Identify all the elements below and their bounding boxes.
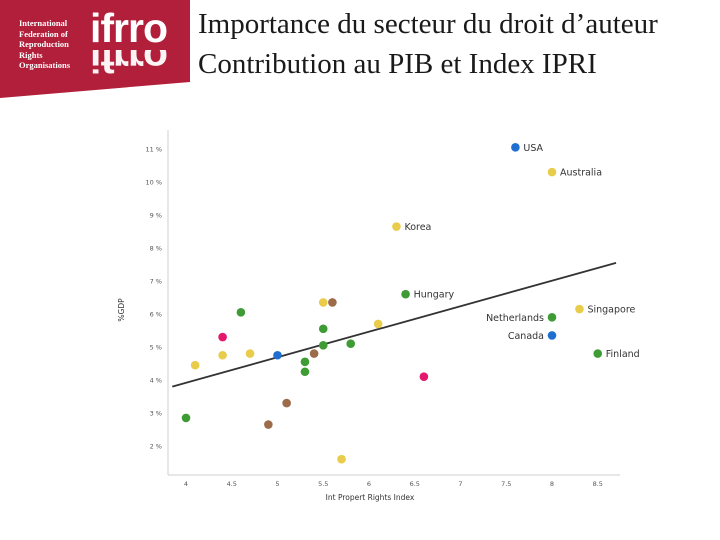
x-tick-label: 4 [184,480,188,488]
x-tick-label: 5 [275,480,279,488]
org-line: Organisations [19,60,71,71]
data-point [346,339,356,349]
data-point [547,167,557,177]
data-point [236,308,246,317]
data-point [419,372,429,382]
data-point [264,420,273,429]
data-point [190,360,200,370]
data-point [309,349,319,358]
y-axis-label: %GDP [117,298,126,322]
data-point [181,413,191,423]
y-tick-label: 11 % [145,146,162,154]
data-point [337,454,346,464]
x-tick-label: 8 [550,480,554,488]
data-points [181,143,603,464]
x-tick-label: 4.5 [227,480,237,488]
data-point [392,222,401,231]
chart-axes: 2 % 3 % 4 % 5 % 6 % 7 % 8 % 9 % 10 % 11 % 4 4.5 5 5.5… [117,130,620,502]
brand-logo: ifrro [90,5,168,51]
point-label: Australia [560,168,602,179]
point-label: Finland [606,349,640,360]
y-tick-label: 2 % [150,443,162,451]
data-point [547,331,557,340]
data-point [318,324,328,334]
x-tick-label: 8.5 [593,480,603,488]
data-point [318,341,328,350]
y-tick-label: 3 % [150,410,162,418]
point-labels: USA Australia Korea Hungary Singapore Netherl… [404,143,639,360]
data-point [593,349,603,358]
point-label: Netherlands [486,313,544,324]
y-tick-label: 6 % [150,311,162,319]
trendline-group [172,261,617,388]
data-point [218,350,227,360]
point-label: Singapore [587,305,635,316]
data-point [575,304,584,314]
x-tick-label: 7.5 [501,480,511,488]
title-line-2: Contribution au PIB et Index IPRI [198,48,597,80]
org-line: International [19,18,68,28]
data-point [282,398,291,408]
y-tick-label: 9 % [150,212,162,220]
data-point [547,313,557,322]
point-label: USA [523,143,543,154]
y-tick-label: 5 % [150,344,162,352]
data-point [245,349,255,358]
org-line: Federation of [19,28,68,39]
data-point [511,143,520,152]
org-line: Reproduction [19,39,69,50]
title-line-1: Importance du secteur du droit d’auteur [198,8,658,40]
trendline [172,261,617,388]
data-point [300,357,310,367]
organisation-name: International Federation of Reproduction… [19,18,89,71]
point-label: Korea [404,222,431,233]
point-label: Canada [508,331,544,342]
x-tick-label: 6.5 [410,480,420,488]
x-tick-label: 6 [367,480,371,488]
org-line: Rights [19,49,43,60]
data-point [401,289,410,299]
data-point [218,332,227,342]
x-tick-label: 5.5 [318,480,328,488]
page-title: Importance du secteur du droit d’auteur … [198,4,658,84]
x-tick-label: 7 [458,480,462,488]
y-tick-label: 10 % [145,179,162,187]
y-tick-label: 4 % [150,377,162,385]
y-tick-label: 7 % [150,278,162,286]
data-point [300,367,310,377]
y-tick-label: 8 % [150,245,162,253]
data-point [328,298,337,307]
data-point [273,350,282,360]
data-point [373,319,383,329]
point-label: Hungary [414,290,455,301]
x-axis-label: Int Propert Rights Index [326,493,415,502]
data-point [318,298,328,307]
